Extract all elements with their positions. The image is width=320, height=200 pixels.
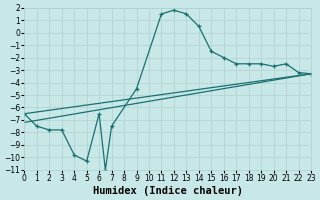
- X-axis label: Humidex (Indice chaleur): Humidex (Indice chaleur): [93, 186, 243, 196]
